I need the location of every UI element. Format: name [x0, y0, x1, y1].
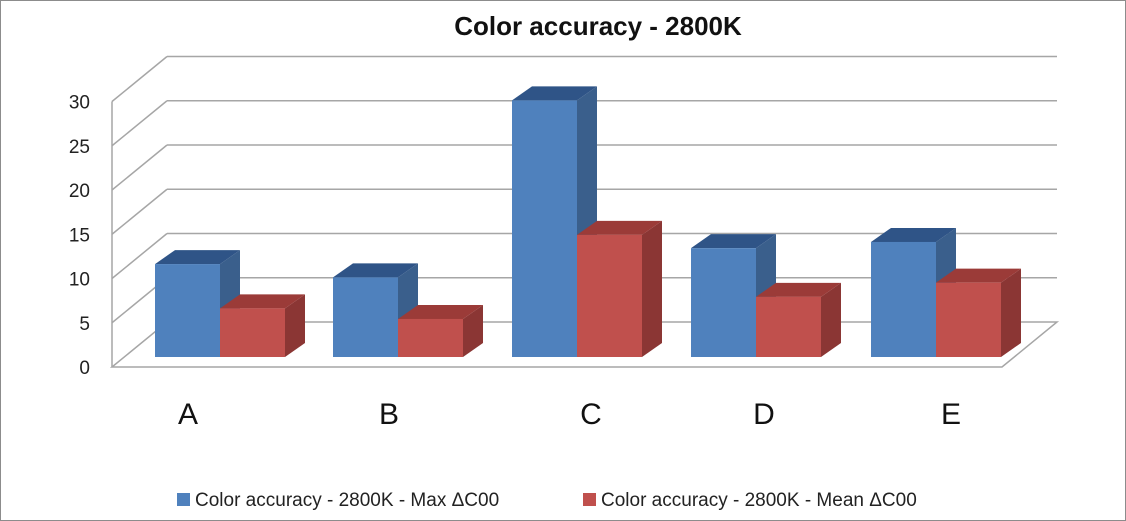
x-tick-label: D	[753, 398, 775, 431]
bar-A-max	[155, 250, 240, 357]
bar-top	[398, 304, 483, 319]
bar-top	[936, 268, 1021, 283]
gridline-diagonal	[111, 232, 168, 280]
legend-label-max: Color accuracy - 2800K - Max ΔC00	[195, 490, 499, 511]
chart-floor	[109, 321, 1060, 368]
gridline-diagonal	[111, 55, 168, 103]
bar-front	[333, 277, 398, 357]
y-tick-label: 25	[69, 137, 90, 158]
bars	[155, 86, 1021, 357]
bar-front	[398, 318, 463, 357]
legend-swatch-mean	[583, 493, 596, 506]
bar-top	[512, 86, 597, 101]
bar-side	[285, 294, 305, 357]
bar-top	[220, 294, 305, 309]
bar-C-mean	[577, 220, 662, 357]
bar-side	[1001, 268, 1021, 357]
bar-front	[220, 308, 285, 357]
x-tick-label: C	[580, 398, 602, 431]
legend-label-mean: Color accuracy - 2800K - Mean ΔC00	[601, 490, 917, 511]
bar-side	[642, 220, 662, 357]
bar-front	[871, 241, 936, 357]
bar-top	[691, 234, 776, 249]
y-axis-ticks: 0 5 10 15 20 25 30	[69, 93, 90, 380]
x-axis-labels: A B C D E	[178, 398, 961, 431]
bar-front	[691, 248, 756, 357]
bar-side	[463, 304, 483, 357]
bar-B-mean	[398, 304, 483, 357]
bar-top	[756, 282, 841, 297]
y-tick-label: 5	[79, 314, 90, 335]
legend-swatch-max	[177, 493, 190, 506]
bar-front	[577, 234, 642, 357]
gridline-diagonal	[111, 100, 168, 147]
x-tick-label: B	[379, 398, 399, 431]
bar-top	[871, 227, 956, 242]
bar-front	[756, 296, 821, 357]
x-tick-label: A	[178, 398, 198, 431]
chart-title: Color accuracy - 2800K	[454, 11, 742, 41]
bar-front	[936, 282, 1001, 357]
bar-top	[577, 220, 662, 235]
y-tick-label: 10	[69, 270, 90, 291]
gridline-diagonal	[111, 188, 168, 235]
bar-side	[821, 282, 841, 357]
y-tick-label: 30	[69, 93, 90, 114]
gridline-diagonal	[111, 144, 168, 191]
y-tick-label: 0	[79, 358, 90, 379]
x-tick-label: E	[941, 398, 961, 431]
legend: Color accuracy - 2800K - Max ΔC00 Color …	[177, 490, 917, 511]
bar-front	[155, 264, 220, 357]
bar-A-mean	[220, 294, 305, 357]
bar-front	[512, 100, 577, 357]
y-tick-label: 20	[69, 181, 90, 202]
y-tick-label: 15	[69, 225, 90, 246]
bar-top	[155, 250, 240, 265]
bar-E-mean	[936, 268, 1021, 357]
bar-D-mean	[756, 282, 841, 357]
bar-top	[333, 263, 418, 278]
